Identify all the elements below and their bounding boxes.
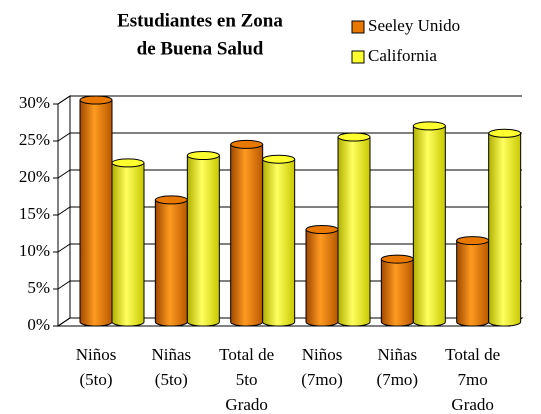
bar [230,143,264,327]
x-tick-label: Total de [445,345,500,364]
bar [186,155,220,327]
grid-line [57,317,522,327]
bar-top [337,132,371,142]
chart-title: Estudiantes en Zona [117,10,283,31]
x-tick-label: (7mo) [301,370,343,389]
bar [488,132,522,327]
legend-swatch [351,50,365,64]
grid-line [57,95,522,105]
grid-line [57,280,522,290]
y-tick-label: 5% [27,278,50,297]
bar-top [305,225,339,234]
grid-line [57,132,522,142]
x-tick-label: (5to) [155,370,188,389]
x-tick-label: Niñas [377,345,417,364]
grid-line [57,243,522,253]
bar-top [230,139,264,149]
bar-top [456,236,490,246]
bar [111,162,145,327]
bar [380,258,414,327]
bar-top [154,195,188,205]
x-tick-label: Niños [76,345,117,364]
x-tick-label: Total de [219,345,274,364]
bar-top [186,151,220,160]
chart-title: de Buena Salud [137,38,264,59]
x-tick-label: 7mo [458,370,488,389]
bar-top [488,128,522,138]
bar [262,158,296,327]
y-tick-label: 20% [19,167,50,186]
legend-label: Seeley Unido [368,16,460,35]
x-tick-label: Niñas [151,345,191,364]
legend-swatch [351,20,365,34]
grid-line [57,206,522,216]
bar [305,229,339,327]
y-tick-label: 25% [19,130,50,149]
x-tick-label: Grado [225,395,267,414]
y-tick-label: 0% [27,315,50,334]
bar-top [262,154,296,164]
legend-label: California [368,46,437,65]
bar-top [380,254,414,264]
x-tick-label: (7mo) [377,370,419,389]
bar [412,125,446,327]
bar [456,240,490,327]
bar-top [79,95,113,105]
x-tick-label: Grado [451,395,493,414]
x-tick-label: Niños [302,345,343,364]
bar-top [111,158,145,168]
bar [337,136,371,327]
y-tick-label: 30% [19,93,50,112]
x-tick-label: 5to [236,370,258,389]
y-tick-label: 15% [19,204,50,223]
bar [154,199,188,327]
bar-top [412,121,446,131]
grid-line [57,169,522,179]
y-tick-label: 10% [19,241,50,260]
bar [79,99,113,327]
x-tick-label: (5to) [79,370,112,389]
